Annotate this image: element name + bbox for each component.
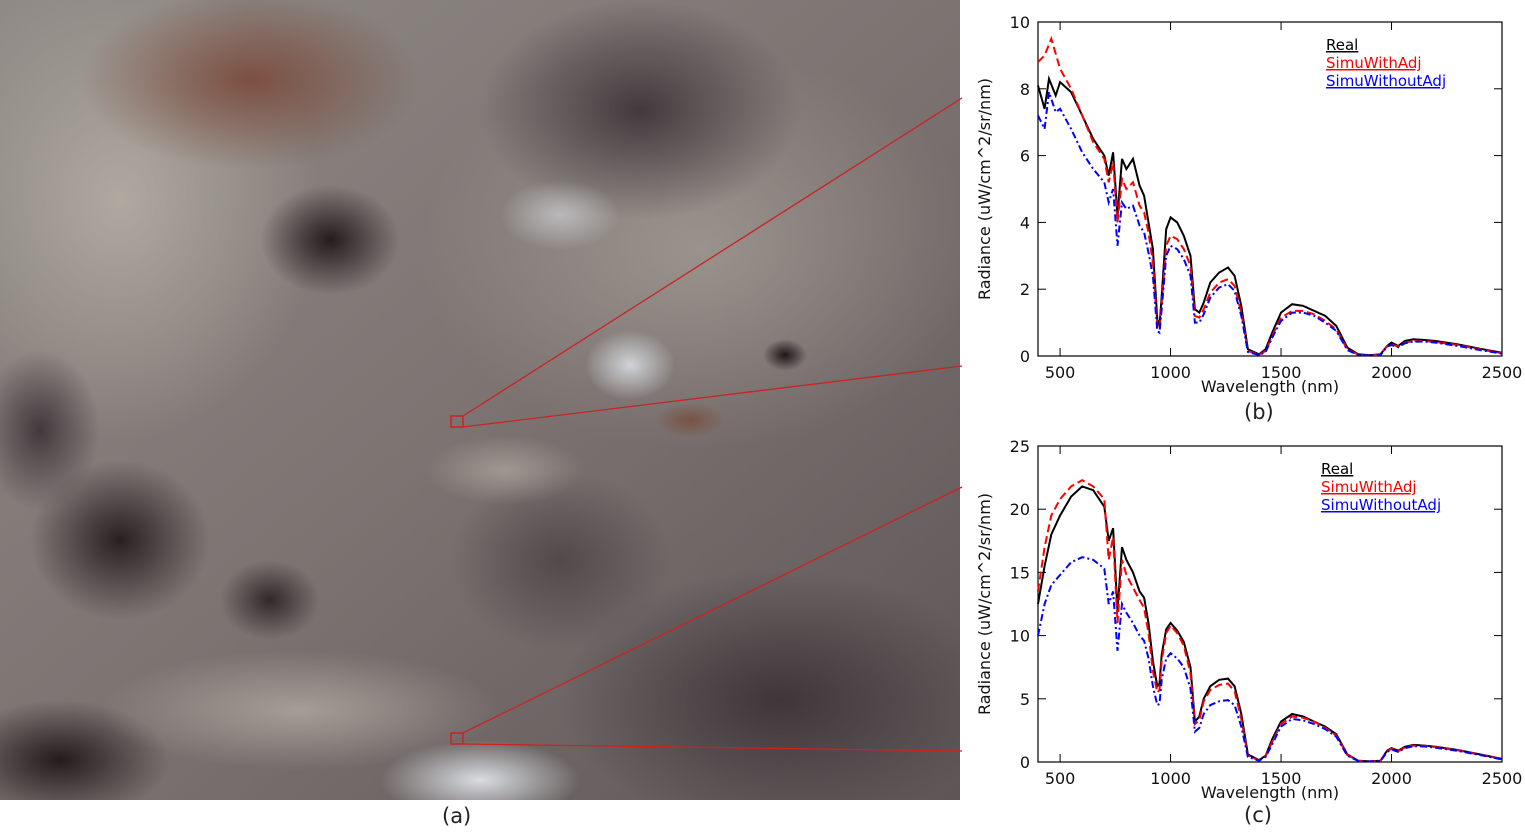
x-tick-label: 2500 [1482,769,1523,788]
zoom-box-b [450,415,464,428]
legend-entry: Real [1321,460,1353,478]
y-tick-label: 10 [1010,627,1030,646]
zoom-line [462,486,963,734]
legend-entry: Real [1326,36,1358,54]
x-axis-label: Wavelength (nm) [1201,783,1339,802]
legend-entry: SimuWithAdj [1321,478,1417,496]
panel-label-b: (b) [1244,400,1274,424]
legend-entry: SimuWithoutAdj [1321,496,1441,514]
zoom-box-c [450,732,464,745]
x-tick-label: 2000 [1371,769,1412,788]
satellite-image [0,0,960,800]
y-axis-label: Radiance (uW/cm^2/sr/nm) [975,493,994,715]
x-tick-label: 2500 [1482,363,1523,382]
y-tick-label: 4 [1020,213,1030,232]
y-axis-label: Radiance (uW/cm^2/sr/nm) [975,78,994,300]
y-tick-label: 15 [1010,563,1030,582]
panel-label-c: (c) [1244,803,1272,827]
y-tick-label: 6 [1020,147,1030,166]
legend-entry: SimuWithoutAdj [1326,72,1446,90]
legend-entry: SimuWithAdj [1326,54,1422,72]
series-line-simu-with-adj [1037,35,1503,357]
zoom-line [462,365,963,428]
x-tick-label: 1500 [1261,363,1302,382]
plot-frame [1037,445,1503,763]
x-tick-label: 1000 [1150,769,1191,788]
x-tick-label: 500 [1045,363,1076,382]
y-tick-label: 2 [1020,280,1030,299]
x-tick-label: 1500 [1261,769,1302,788]
y-tick-label: 10 [1010,13,1030,32]
y-tick-label: 8 [1020,80,1030,99]
y-tick-label: 0 [1020,753,1030,772]
x-tick-label: 1000 [1150,363,1191,382]
chart-c: 500 1000 1500 2000 2500 0 5 10 15 20 25 Wavelength … [975,437,1522,802]
x-axis-label: Wavelength (nm) [1201,377,1339,396]
x-tick-label: 2000 [1371,363,1412,382]
zoom-line [462,743,963,752]
series-line-real [1037,74,1503,357]
series-line-simu-without-adj [1037,556,1503,763]
x-tick-label: 500 [1045,769,1076,788]
zoom-line [462,97,963,417]
zoom-connectors [450,97,963,752]
y-tick-label: 0 [1020,347,1030,366]
y-tick-label: 25 [1010,437,1030,456]
series-line-simu-without-adj [1037,91,1503,357]
panel-label-a: (a) [442,804,472,828]
chart-b: 500 1000 1500 2000 2500 0 2 4 6 8 10 Wavelength (nm… [975,13,1522,396]
y-tick-label: 20 [1010,500,1030,519]
y-tick-label: 5 [1020,690,1030,709]
